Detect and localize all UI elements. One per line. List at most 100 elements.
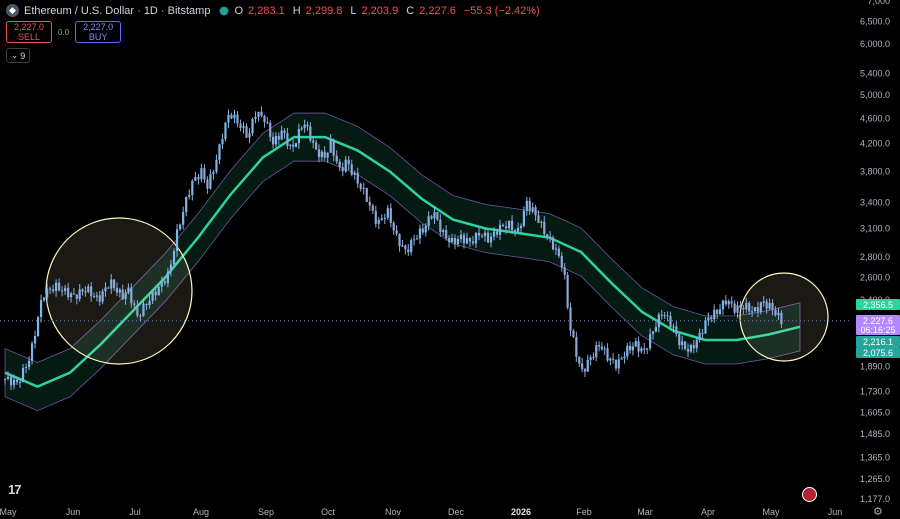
candle-body (101, 291, 104, 302)
candle-body (356, 172, 359, 184)
candle-body (368, 201, 371, 206)
candle-body (692, 345, 695, 349)
candle-body (157, 286, 160, 296)
candle-body (721, 300, 725, 310)
candle-body (513, 230, 517, 232)
indicator-count: 9 (20, 50, 26, 61)
candle-body (777, 312, 780, 316)
candle-body (329, 139, 332, 153)
candle-body (139, 315, 142, 317)
ohlc-close: 2,227.6 (419, 4, 456, 17)
candle-body (504, 226, 508, 229)
candle-body (683, 341, 687, 349)
candle-body (675, 326, 678, 335)
candle-body (759, 302, 762, 312)
candle-body (660, 314, 663, 316)
candle-body (365, 188, 368, 202)
candle-body (118, 289, 121, 293)
buy-button[interactable]: 2,227.0 BUY (75, 21, 122, 43)
candle-body (277, 136, 280, 140)
symbol-title[interactable]: Ethereum / U.S. Dollar · 1D · Bitstamp (24, 4, 211, 17)
candle-body (474, 232, 478, 244)
candle-body (710, 317, 713, 320)
candle-body (154, 291, 157, 296)
candle-body (592, 357, 595, 359)
candle-body (69, 293, 73, 298)
candle-body (95, 295, 98, 297)
buy-label: BUY (88, 31, 108, 42)
candle-body (280, 130, 283, 140)
candle-body (572, 330, 575, 338)
candle-body (646, 348, 649, 350)
candle-body (130, 287, 133, 304)
candle-body (707, 317, 710, 321)
candle-body (442, 230, 445, 232)
y-tick-label: 1,265.0 (860, 474, 890, 484)
y-tick-label: 2,800.0 (860, 252, 890, 262)
candle-body (169, 264, 173, 272)
candle-body (332, 139, 335, 156)
candle-body (637, 341, 640, 352)
candle-body (657, 314, 660, 328)
candle-body (681, 341, 684, 346)
candle-body (421, 228, 424, 233)
candle-body (631, 346, 635, 351)
candle-body (666, 315, 669, 317)
indicators-toggle[interactable]: ⌄ 9 (6, 48, 30, 63)
candle-body (3, 378, 7, 380)
y-tick-label: 3,100.0 (860, 224, 890, 234)
candle-body (569, 307, 572, 331)
candle-body (127, 287, 130, 293)
candle-body (654, 327, 658, 332)
y-tick-label: 7,000 (867, 0, 890, 6)
price-label: 2,216.1 (863, 337, 893, 347)
candle-body (42, 297, 46, 301)
candle-body (617, 359, 620, 369)
x-tick-label: Sep (258, 507, 274, 517)
ohlc-low: 2,203.9 (361, 4, 399, 17)
candle-body (450, 238, 454, 243)
candle-body (48, 288, 52, 290)
candle-body (595, 345, 598, 358)
x-tick-label: 2026 (511, 507, 531, 517)
candle-body (383, 217, 386, 219)
candle-body (762, 301, 765, 303)
candle-body (549, 236, 552, 238)
candle-body (30, 343, 34, 361)
candle-body (534, 207, 537, 216)
candle-body (436, 212, 439, 220)
price-label-bg (856, 315, 900, 326)
candle-body (362, 188, 365, 190)
sell-button[interactable]: 2,227.0 SELL (6, 21, 52, 43)
price-label: 2,356.5 (863, 300, 893, 310)
gear-icon[interactable]: ⚙ (873, 506, 883, 518)
candle-body (546, 234, 549, 237)
candle-body (498, 224, 502, 235)
candle-body (344, 159, 347, 172)
x-tick-label: Jul (129, 507, 141, 517)
candle-body (398, 233, 401, 247)
candle-body (21, 367, 25, 382)
candle-body (525, 200, 528, 211)
us-flag-icon[interactable] (802, 487, 817, 502)
candle-body (468, 238, 472, 242)
price-label-bg (856, 347, 900, 358)
candle-body (314, 142, 318, 150)
candle-body (350, 164, 353, 175)
candle-body (689, 345, 693, 352)
candle-body (194, 176, 197, 181)
candle-body (335, 155, 338, 162)
y-tick-label: 4,200.0 (860, 139, 890, 149)
candle-body (84, 291, 87, 293)
candle-body (136, 305, 139, 316)
ohlc-open-key: O (234, 4, 244, 17)
price-label-bg (856, 299, 900, 310)
candle-body (483, 232, 487, 237)
candle-body (92, 296, 96, 298)
candle-body (78, 289, 81, 299)
candle-body (312, 140, 315, 143)
candle-body (182, 212, 185, 225)
candle-body (341, 167, 344, 172)
candle-body (185, 196, 188, 213)
